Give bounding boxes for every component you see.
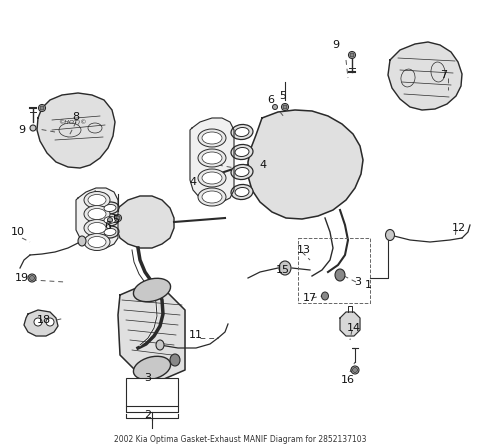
Polygon shape bbox=[116, 196, 174, 248]
Ellipse shape bbox=[156, 340, 164, 350]
Ellipse shape bbox=[352, 368, 358, 372]
Ellipse shape bbox=[322, 292, 328, 300]
Ellipse shape bbox=[101, 226, 119, 238]
Ellipse shape bbox=[40, 106, 44, 110]
Text: 9: 9 bbox=[18, 125, 25, 135]
Ellipse shape bbox=[133, 356, 170, 380]
Ellipse shape bbox=[335, 269, 345, 281]
Text: 17: 17 bbox=[303, 293, 317, 303]
Ellipse shape bbox=[28, 274, 36, 282]
Text: 16: 16 bbox=[341, 375, 355, 385]
Text: 1: 1 bbox=[364, 280, 372, 290]
Ellipse shape bbox=[273, 105, 277, 109]
Ellipse shape bbox=[78, 236, 86, 246]
Ellipse shape bbox=[104, 216, 116, 223]
Bar bbox=[126, 378, 178, 406]
Ellipse shape bbox=[170, 354, 180, 366]
Ellipse shape bbox=[198, 149, 226, 167]
Ellipse shape bbox=[202, 132, 222, 144]
Text: 6: 6 bbox=[105, 221, 111, 231]
Ellipse shape bbox=[198, 169, 226, 187]
Ellipse shape bbox=[88, 209, 106, 219]
Text: 7: 7 bbox=[441, 70, 447, 80]
Ellipse shape bbox=[235, 127, 249, 137]
Text: 2002 Kia Optima Gasket-Exhaust MANIF Diagram for 2852137103: 2002 Kia Optima Gasket-Exhaust MANIF Dia… bbox=[114, 436, 366, 445]
Ellipse shape bbox=[351, 366, 359, 374]
Ellipse shape bbox=[281, 104, 288, 110]
Ellipse shape bbox=[88, 222, 106, 234]
Text: 5: 5 bbox=[112, 215, 120, 225]
Text: 15: 15 bbox=[276, 265, 290, 275]
Ellipse shape bbox=[88, 194, 106, 206]
Ellipse shape bbox=[84, 206, 110, 222]
Text: 14: 14 bbox=[347, 323, 361, 333]
Ellipse shape bbox=[88, 236, 106, 247]
Ellipse shape bbox=[231, 125, 253, 140]
Ellipse shape bbox=[231, 185, 253, 199]
Ellipse shape bbox=[202, 191, 222, 203]
Polygon shape bbox=[37, 93, 115, 168]
Text: 4: 4 bbox=[259, 160, 266, 170]
Text: 8: 8 bbox=[72, 112, 80, 122]
Ellipse shape bbox=[385, 230, 395, 240]
Ellipse shape bbox=[104, 204, 116, 211]
Ellipse shape bbox=[133, 278, 170, 302]
Text: 3: 3 bbox=[355, 277, 361, 287]
Ellipse shape bbox=[116, 216, 120, 220]
Ellipse shape bbox=[202, 152, 222, 164]
Text: 3: 3 bbox=[144, 373, 152, 383]
Polygon shape bbox=[24, 310, 58, 336]
Text: 6: 6 bbox=[267, 95, 275, 105]
Polygon shape bbox=[388, 42, 462, 110]
Ellipse shape bbox=[348, 52, 356, 58]
Ellipse shape bbox=[235, 187, 249, 197]
Polygon shape bbox=[118, 280, 185, 385]
Ellipse shape bbox=[198, 188, 226, 206]
Text: 9: 9 bbox=[333, 40, 339, 50]
Ellipse shape bbox=[279, 261, 291, 275]
Ellipse shape bbox=[231, 165, 253, 179]
Ellipse shape bbox=[350, 53, 354, 57]
Text: 4: 4 bbox=[190, 177, 197, 187]
Ellipse shape bbox=[235, 147, 249, 157]
Text: 11: 11 bbox=[189, 330, 203, 340]
Ellipse shape bbox=[235, 167, 249, 177]
Ellipse shape bbox=[30, 125, 36, 131]
Ellipse shape bbox=[29, 275, 35, 280]
Text: 18: 18 bbox=[37, 315, 51, 325]
Ellipse shape bbox=[84, 234, 110, 251]
Text: 12: 12 bbox=[452, 223, 466, 233]
Text: 2: 2 bbox=[144, 410, 152, 420]
Ellipse shape bbox=[198, 129, 226, 147]
Ellipse shape bbox=[231, 145, 253, 160]
Ellipse shape bbox=[84, 219, 110, 236]
Ellipse shape bbox=[84, 191, 110, 209]
Ellipse shape bbox=[101, 202, 119, 214]
Polygon shape bbox=[340, 312, 360, 336]
Ellipse shape bbox=[38, 105, 46, 112]
Polygon shape bbox=[76, 188, 118, 248]
Text: ©HOT)©: ©HOT)© bbox=[58, 119, 86, 125]
Text: 10: 10 bbox=[11, 227, 25, 237]
Ellipse shape bbox=[202, 172, 222, 184]
Polygon shape bbox=[190, 118, 234, 202]
Ellipse shape bbox=[108, 218, 112, 222]
Ellipse shape bbox=[104, 228, 116, 235]
Ellipse shape bbox=[46, 318, 54, 326]
Text: 5: 5 bbox=[279, 91, 287, 101]
Text: 13: 13 bbox=[297, 245, 311, 255]
Ellipse shape bbox=[115, 214, 121, 222]
Polygon shape bbox=[248, 110, 363, 219]
Ellipse shape bbox=[283, 105, 287, 109]
Ellipse shape bbox=[34, 318, 42, 326]
Bar bbox=[298, 238, 370, 303]
Ellipse shape bbox=[101, 214, 119, 226]
Text: 19: 19 bbox=[15, 273, 29, 283]
